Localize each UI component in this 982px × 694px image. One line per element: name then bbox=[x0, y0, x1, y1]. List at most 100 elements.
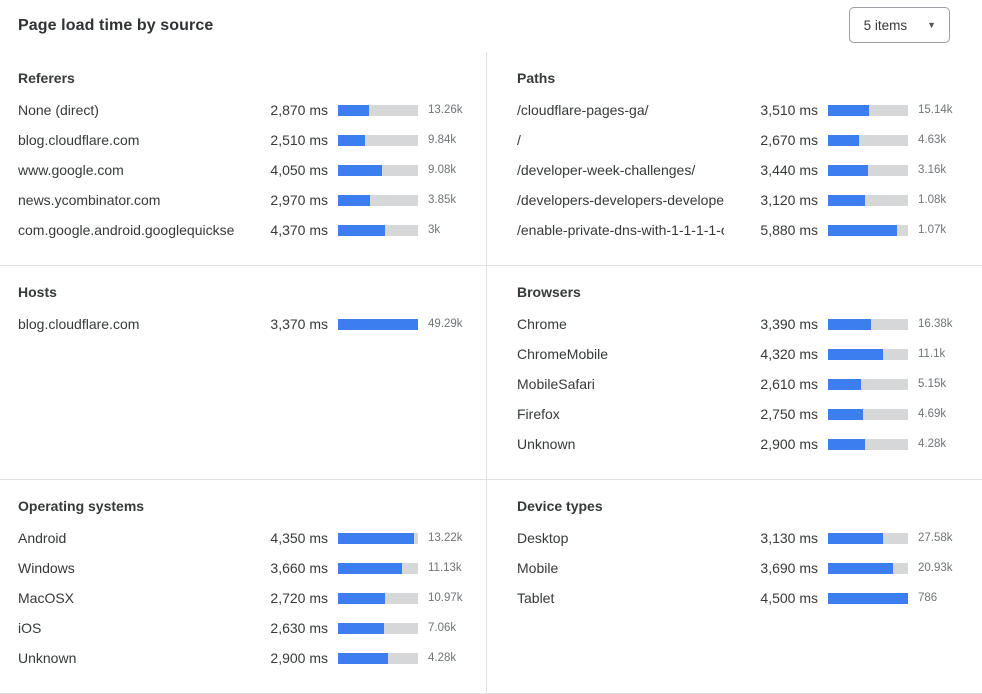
metric-row: Android 4,350 ms 13.22k bbox=[18, 523, 474, 553]
page-title: Page load time by source bbox=[18, 17, 214, 34]
row-label: /enable-private-dns-with-1-1-1-1-on-... bbox=[517, 222, 724, 238]
row-bar-fill bbox=[338, 134, 366, 146]
row-load-time: 2,630 ms bbox=[270, 620, 328, 636]
row-bar-fill bbox=[338, 652, 389, 664]
row-bar-track bbox=[828, 104, 908, 116]
row-count: 786 bbox=[918, 592, 938, 604]
row-bar-track bbox=[828, 224, 908, 236]
row-load-time: 4,320 ms bbox=[760, 346, 818, 362]
row-label: blog.cloudflare.com bbox=[18, 132, 140, 148]
row-bar-track bbox=[828, 438, 908, 450]
row-load-time: 2,750 ms bbox=[760, 406, 818, 422]
row-bar-track bbox=[338, 622, 418, 634]
row-bar-track bbox=[338, 592, 418, 604]
metric-row: /developer-week-challenges/ 3,440 ms 3.1… bbox=[517, 155, 964, 185]
row-load-time: 2,610 ms bbox=[760, 376, 818, 392]
row-label: Windows bbox=[18, 560, 75, 576]
row-bar-track bbox=[338, 194, 418, 206]
row-bar-track bbox=[828, 532, 908, 544]
panel-rows: Desktop 3,130 ms 27.58k Mobile 3,690 ms … bbox=[517, 523, 964, 613]
row-count: 5.15k bbox=[918, 378, 947, 390]
row-load-time: 3,690 ms bbox=[760, 560, 818, 576]
metric-row: Mobile 3,690 ms 20.93k bbox=[517, 553, 964, 583]
row-bar-fill bbox=[828, 224, 898, 236]
row-bar-fill bbox=[828, 378, 862, 390]
row-label: news.ycombinator.com bbox=[18, 192, 161, 208]
row-bar-fill bbox=[338, 224, 386, 236]
row-bar-track bbox=[338, 104, 418, 116]
metric-row: Desktop 3,130 ms 27.58k bbox=[517, 523, 964, 553]
row-bar-fill bbox=[338, 592, 386, 604]
row-bar-fill bbox=[338, 562, 402, 574]
row-count: 11.13k bbox=[428, 562, 462, 574]
row-label: / bbox=[517, 132, 521, 148]
row-bar-fill bbox=[338, 194, 371, 206]
row-label: None (direct) bbox=[18, 102, 99, 118]
metric-row: Windows 3,660 ms 11.13k bbox=[18, 553, 474, 583]
row-label: /cloudflare-pages-ga/ bbox=[517, 102, 649, 118]
row-bar-fill bbox=[828, 562, 893, 574]
row-load-time: 5,880 ms bbox=[760, 222, 818, 238]
row-load-time: 3,390 ms bbox=[760, 316, 818, 332]
row-count: 1.07k bbox=[918, 224, 947, 236]
metric-row: Unknown 2,900 ms 4.28k bbox=[18, 643, 474, 673]
row-label: /developers-developers-developers/ bbox=[517, 192, 724, 208]
panel-rows: None (direct) 2,870 ms 13.26k blog.cloud… bbox=[18, 95, 474, 245]
row-label: ChromeMobile bbox=[517, 346, 609, 362]
row-count: 13.26k bbox=[428, 104, 463, 116]
row-bar-fill bbox=[338, 532, 414, 544]
items-count-value: 5 items bbox=[863, 17, 908, 33]
metric-row: /cloudflare-pages-ga/ 3,510 ms 15.14k bbox=[517, 95, 964, 125]
row-load-time: 4,050 ms bbox=[270, 162, 328, 178]
metric-row: blog.cloudflare.com 2,510 ms 9.84k bbox=[18, 125, 474, 155]
row-bar-fill bbox=[828, 318, 872, 330]
panel-title: Hosts bbox=[18, 284, 57, 300]
metric-row: None (direct) 2,870 ms 13.26k bbox=[18, 95, 474, 125]
row-bar-track bbox=[828, 318, 908, 330]
row-count: 27.58k bbox=[918, 532, 953, 544]
row-bar-fill bbox=[828, 134, 860, 146]
row-bar-track bbox=[828, 408, 908, 420]
row-label: /developer-week-challenges/ bbox=[517, 162, 696, 178]
row-count: 4.28k bbox=[428, 652, 457, 664]
row-load-time: 3,510 ms bbox=[760, 102, 818, 118]
row-label: Tablet bbox=[517, 590, 555, 606]
row-bar-fill bbox=[338, 318, 418, 330]
row-bar-track bbox=[338, 652, 418, 664]
row-load-time: 2,720 ms bbox=[270, 590, 328, 606]
panel-title: Paths bbox=[517, 70, 556, 86]
row-label: Desktop bbox=[517, 530, 569, 546]
row-count: 20.93k bbox=[918, 562, 953, 574]
row-load-time: 3,370 ms bbox=[270, 316, 328, 332]
row-bar-fill bbox=[338, 622, 384, 634]
row-bar-track bbox=[338, 318, 418, 330]
metric-row: /enable-private-dns-with-1-1-1-1-on-... … bbox=[517, 215, 964, 245]
row-count: 16.38k bbox=[918, 318, 953, 330]
row-label: iOS bbox=[18, 620, 42, 636]
row-bar-fill bbox=[828, 438, 865, 450]
row-bar-track bbox=[338, 532, 418, 544]
metric-row: com.google.android.googlequicksearc... 4… bbox=[18, 215, 474, 245]
row-label: MobileSafari bbox=[517, 376, 595, 392]
row-bar-fill bbox=[828, 592, 908, 604]
panel-paths: Paths /cloudflare-pages-ga/ 3,510 ms 15.… bbox=[486, 52, 982, 265]
row-count: 7.06k bbox=[428, 622, 457, 634]
row-count: 4.63k bbox=[918, 134, 947, 146]
items-count-dropdown[interactable]: 5 items ▼ bbox=[848, 7, 950, 43]
row-label: Mobile bbox=[517, 560, 559, 576]
metric-row: blog.cloudflare.com 3,370 ms 49.29k bbox=[18, 309, 474, 339]
row-load-time: 4,500 ms bbox=[760, 590, 818, 606]
row-load-time: 3,440 ms bbox=[760, 162, 818, 178]
row-count: 4.28k bbox=[918, 438, 947, 450]
row-bar-fill bbox=[828, 408, 863, 420]
row-label: www.google.com bbox=[18, 162, 124, 178]
row-load-time: 3,120 ms bbox=[760, 192, 818, 208]
row-bar-fill bbox=[338, 104, 370, 116]
panel-title: Browsers bbox=[517, 284, 581, 300]
panel-operating-systems: Operating systems Android 4,350 ms 13.22… bbox=[0, 479, 486, 693]
row-bar-track bbox=[828, 134, 908, 146]
metric-row: Unknown 2,900 ms 4.28k bbox=[517, 429, 964, 459]
card-header: Page load time by source 5 items ▼ bbox=[0, 0, 982, 52]
row-count: 10.97k bbox=[428, 592, 463, 604]
row-load-time: 2,900 ms bbox=[270, 650, 328, 666]
